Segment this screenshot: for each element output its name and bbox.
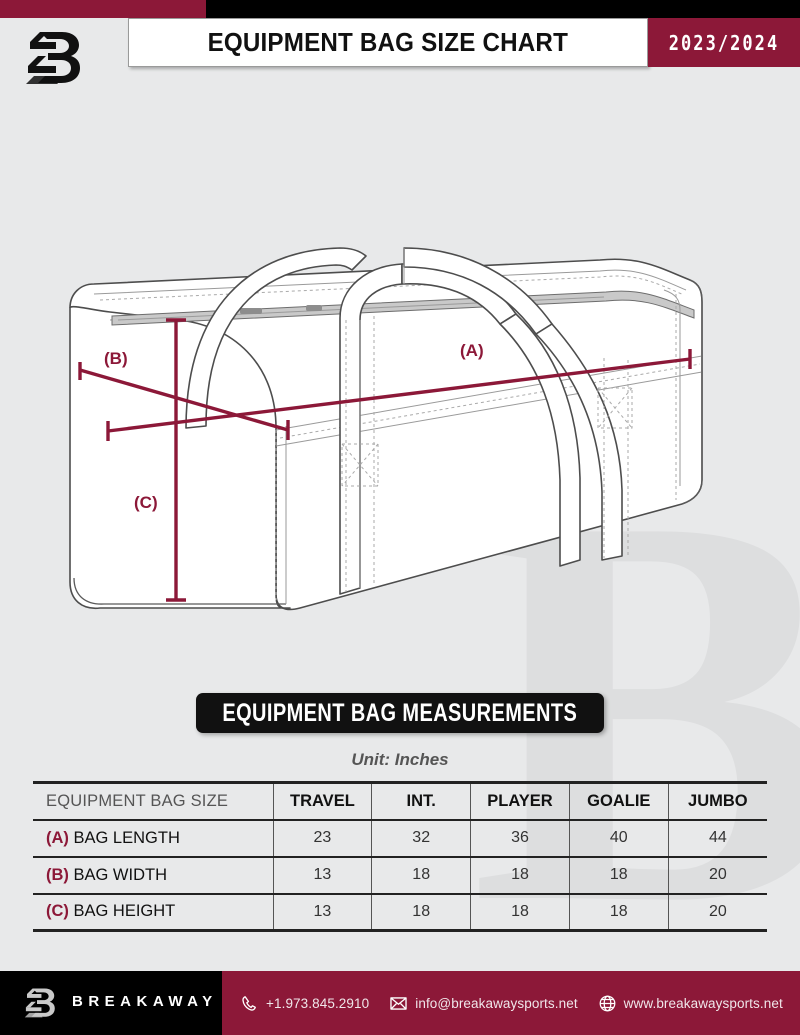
dimension-label-b: (B): [104, 349, 128, 368]
cell-height-player: 18: [470, 893, 570, 931]
table-header-goalie: GOALIE: [569, 782, 669, 820]
breakaway-b-logo-icon: [24, 24, 90, 96]
contact-email[interactable]: info@breakawaysports.net: [389, 994, 578, 1013]
dimension-label-c: (C): [134, 493, 158, 512]
row-label-bag-height: (C) BAG HEIGHT: [33, 893, 274, 931]
page-title: EQUIPMENT BAG SIZE CHART: [207, 27, 569, 57]
cell-width-goalie: 18: [569, 856, 669, 894]
table-header-travel: TRAVEL: [273, 782, 373, 820]
cell-length-int: 32: [371, 819, 472, 857]
contact-website-text: www.breakawaysports.net: [623, 995, 783, 1011]
footer-contact-block: [222, 971, 800, 1035]
footer: BREAKAWAY +1.973.845.2910: [0, 971, 800, 1035]
phone-icon: [240, 994, 259, 1013]
table-header-row: EQUIPMENT BAG SIZE TRAVEL INT. PLAYER GO…: [33, 782, 767, 820]
envelope-icon: [389, 994, 408, 1013]
cell-height-jumbo: 20: [708, 902, 727, 920]
globe-icon: [598, 994, 617, 1013]
contact-phone-text: +1.973.845.2910: [266, 995, 370, 1011]
footer-brand-name: BREAKAWAY: [72, 993, 218, 1010]
row-text-bag-width: BAG WIDTH: [73, 865, 168, 884]
table-row: (C) BAG HEIGHT 13 18 18 18 20: [33, 893, 767, 931]
cell-height-int: 18: [371, 893, 472, 931]
cell-width-int: 18: [371, 856, 472, 894]
unit-label: Unit: Inches: [351, 750, 449, 769]
cell-height-travel: 13: [273, 893, 373, 931]
cell-width-travel: 13: [273, 856, 373, 894]
table-header-player: PLAYER: [470, 782, 570, 820]
cell-width-player: 18: [470, 856, 570, 894]
measurements-table-wrap: EQUIPMENT BAG SIZE TRAVEL INT. PLAYER GO…: [33, 781, 767, 932]
contact-website[interactable]: www.breakawaysports.net: [598, 994, 783, 1013]
row-tag-a: (A): [46, 828, 69, 847]
bag-illustration: .ln{fill:#fff;stroke:#4d4d4d;stroke-widt…: [0, 108, 800, 678]
breakaway-b-logo-icon: [22, 984, 62, 1024]
cell-width-jumbo: 20: [708, 866, 727, 883]
row-label-bag-length: (A) BAG LENGTH: [33, 819, 274, 857]
cell-length-jumbo: 44: [708, 829, 727, 846]
season-year: 2023/2024: [668, 30, 780, 55]
table-header-jumbo: JUMBO: [688, 791, 748, 810]
cell-length-player: 36: [470, 819, 570, 857]
table-header-int: INT.: [371, 782, 472, 820]
dimension-line-a: [106, 349, 692, 441]
table-row: (B) BAG WIDTH 13 18 18 18 20: [33, 856, 767, 894]
footer-contacts: +1.973.845.2910 info@breakawaysports.net: [222, 971, 800, 1035]
measurements-table: EQUIPMENT BAG SIZE TRAVEL INT. PLAYER GO…: [33, 781, 767, 932]
table-row: (A) BAG LENGTH 23 32 36 40 44: [33, 819, 767, 857]
contact-email-text: info@breakawaysports.net: [415, 995, 578, 1011]
row-label-bag-width: (B) BAG WIDTH: [33, 856, 274, 894]
measurements-banner: EQUIPMENT BAG MEASUREMENTS: [196, 693, 604, 733]
header-accent-maroon: [0, 0, 206, 18]
dimension-label-a: (A): [460, 341, 484, 360]
row-text-bag-length: BAG LENGTH: [73, 828, 180, 847]
contact-phone[interactable]: +1.973.845.2910: [240, 994, 369, 1013]
header-accent-black: [206, 0, 800, 18]
dimension-line-b: [78, 362, 290, 440]
cell-height-goalie: 18: [569, 893, 669, 931]
cell-length-goalie: 40: [569, 819, 669, 857]
season-year-box: 2023/2024: [648, 18, 800, 67]
row-tag-c: (C): [46, 902, 69, 921]
dimension-line-c: [166, 318, 186, 602]
page-title-box: EQUIPMENT BAG SIZE CHART: [128, 18, 648, 67]
measurements-heading: EQUIPMENT BAG MEASUREMENTS: [222, 698, 578, 727]
row-text-bag-height: BAG HEIGHT: [73, 902, 176, 921]
table-header-size: EQUIPMENT BAG SIZE: [33, 782, 274, 820]
row-tag-b: (B): [46, 865, 69, 884]
cell-length-travel: 23: [273, 819, 373, 857]
